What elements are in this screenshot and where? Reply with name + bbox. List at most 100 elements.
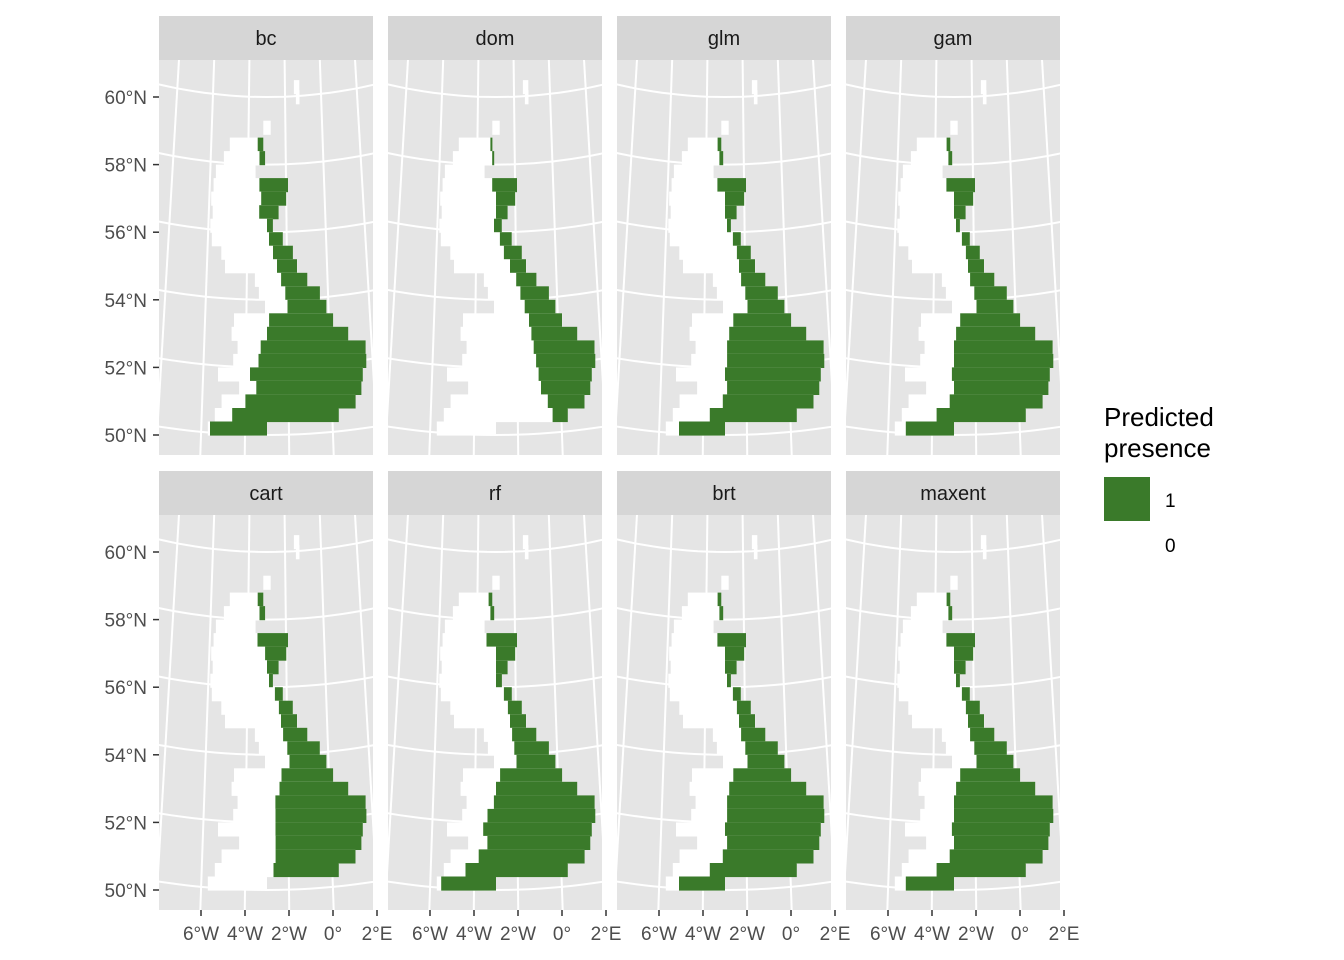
absence-cells <box>458 137 493 152</box>
absence-cells <box>980 535 987 550</box>
absence-cells <box>908 700 980 715</box>
presence-cells <box>275 835 362 850</box>
absence-cells <box>441 205 508 220</box>
absence-cells <box>902 619 943 634</box>
presence-cells <box>496 205 508 220</box>
presence-cells <box>516 272 537 287</box>
gridline-lon <box>846 515 867 873</box>
absence-cells <box>902 164 943 179</box>
presence-cells <box>265 646 287 661</box>
presence-cells <box>269 232 283 247</box>
presence-cells <box>541 380 591 395</box>
y-tick-label: 52°N <box>105 813 147 834</box>
presence-cells <box>960 768 1021 783</box>
gridline-lon <box>159 60 180 418</box>
presence-cells <box>741 272 766 287</box>
absence-cells <box>683 259 756 274</box>
axis-layer: 60°N 58°N 56°N 54°N 52°N 50°N 60°N 58°N 56°N 54°N… <box>105 88 1080 945</box>
presence-cells <box>679 876 725 891</box>
presence-cells <box>936 408 1026 423</box>
presence-cells <box>954 191 974 206</box>
presence-cells <box>739 259 755 274</box>
gridline-lat <box>388 83 602 99</box>
absence-cells <box>454 259 527 274</box>
absence-cells <box>899 205 966 220</box>
y-tick-label: 50°N <box>105 426 147 447</box>
facet-strip-label: cart <box>249 483 283 505</box>
gridline-lon <box>886 515 903 910</box>
facet-panel-cart: cart <box>159 471 373 910</box>
presence-cells <box>490 606 495 621</box>
presence-cells <box>269 673 273 688</box>
y-tick-label: 52°N <box>105 358 147 379</box>
presence-cells <box>733 313 792 328</box>
gridline-lat <box>159 83 373 99</box>
x-tick-label: 2°W <box>271 924 307 945</box>
presence-cells <box>736 700 751 715</box>
presence-cells <box>709 863 797 878</box>
presence-cells <box>732 687 741 702</box>
x-tick-label: 2°E <box>820 924 851 945</box>
presence-cells <box>267 326 349 341</box>
legend-title-line2: presence <box>1104 433 1211 463</box>
presence-cells <box>531 326 578 341</box>
presence-cells <box>976 754 1014 769</box>
presence-cells <box>500 768 563 783</box>
presence-cells <box>210 421 267 436</box>
facet-panel-glm: glm <box>617 16 831 455</box>
presence-cells <box>727 380 820 395</box>
x-tick-label: 6°W <box>412 924 448 945</box>
presence-cells <box>974 741 1007 756</box>
presence-cells <box>510 259 526 274</box>
absence-cells <box>439 673 502 688</box>
x-tick-label: 0° <box>782 924 800 945</box>
presence-cells <box>441 876 496 891</box>
legend-label-absence: 0 <box>1165 536 1176 557</box>
presence-cells <box>956 673 960 688</box>
presence-cells <box>719 606 724 621</box>
absence-cells <box>492 120 500 135</box>
absence-cells <box>444 619 485 634</box>
gridline-lat <box>617 538 831 554</box>
presence-cells <box>536 353 596 368</box>
presence-cells <box>905 876 954 891</box>
presence-cells <box>954 808 1054 823</box>
absence-cells <box>452 606 495 621</box>
absence-cells <box>753 545 758 560</box>
absence-cells <box>207 876 267 891</box>
presence-cells <box>954 353 1054 368</box>
absence-cells <box>295 545 300 560</box>
presence-cells <box>496 673 502 688</box>
gridline-lat <box>846 607 1060 621</box>
presence-cells <box>486 633 517 648</box>
absence-cells <box>679 700 751 715</box>
absence-cells <box>443 408 568 423</box>
absence-cells <box>912 714 985 729</box>
absence-cells <box>681 606 724 621</box>
gridline-lat <box>388 538 602 554</box>
presence-cells <box>722 849 814 864</box>
x-tick-label: 4°W <box>227 924 263 945</box>
facet-panel-maxent: maxent <box>846 471 1060 910</box>
presence-cells <box>494 218 502 233</box>
facet-strip-label: gam <box>934 28 973 50</box>
presence-cells <box>275 849 356 864</box>
absence-cells <box>982 90 987 105</box>
facet-strip <box>846 471 1060 515</box>
absence-cells <box>441 660 508 675</box>
presence-cells <box>287 299 327 314</box>
presence-cells <box>529 313 562 328</box>
x-tick-label: 2°W <box>958 924 994 945</box>
presence-cells <box>968 259 984 274</box>
absence-cells <box>229 592 264 607</box>
legend-label-presence: 1 <box>1165 491 1176 512</box>
presence-cells <box>250 367 363 382</box>
absence-cells <box>458 592 493 607</box>
presence-cells <box>954 660 966 675</box>
presence-cells <box>725 191 745 206</box>
gridline-lat <box>159 152 373 166</box>
presence-cells <box>273 863 339 878</box>
absence-cells <box>440 232 512 247</box>
presence-cells <box>478 849 585 864</box>
presence-cells <box>259 178 288 193</box>
